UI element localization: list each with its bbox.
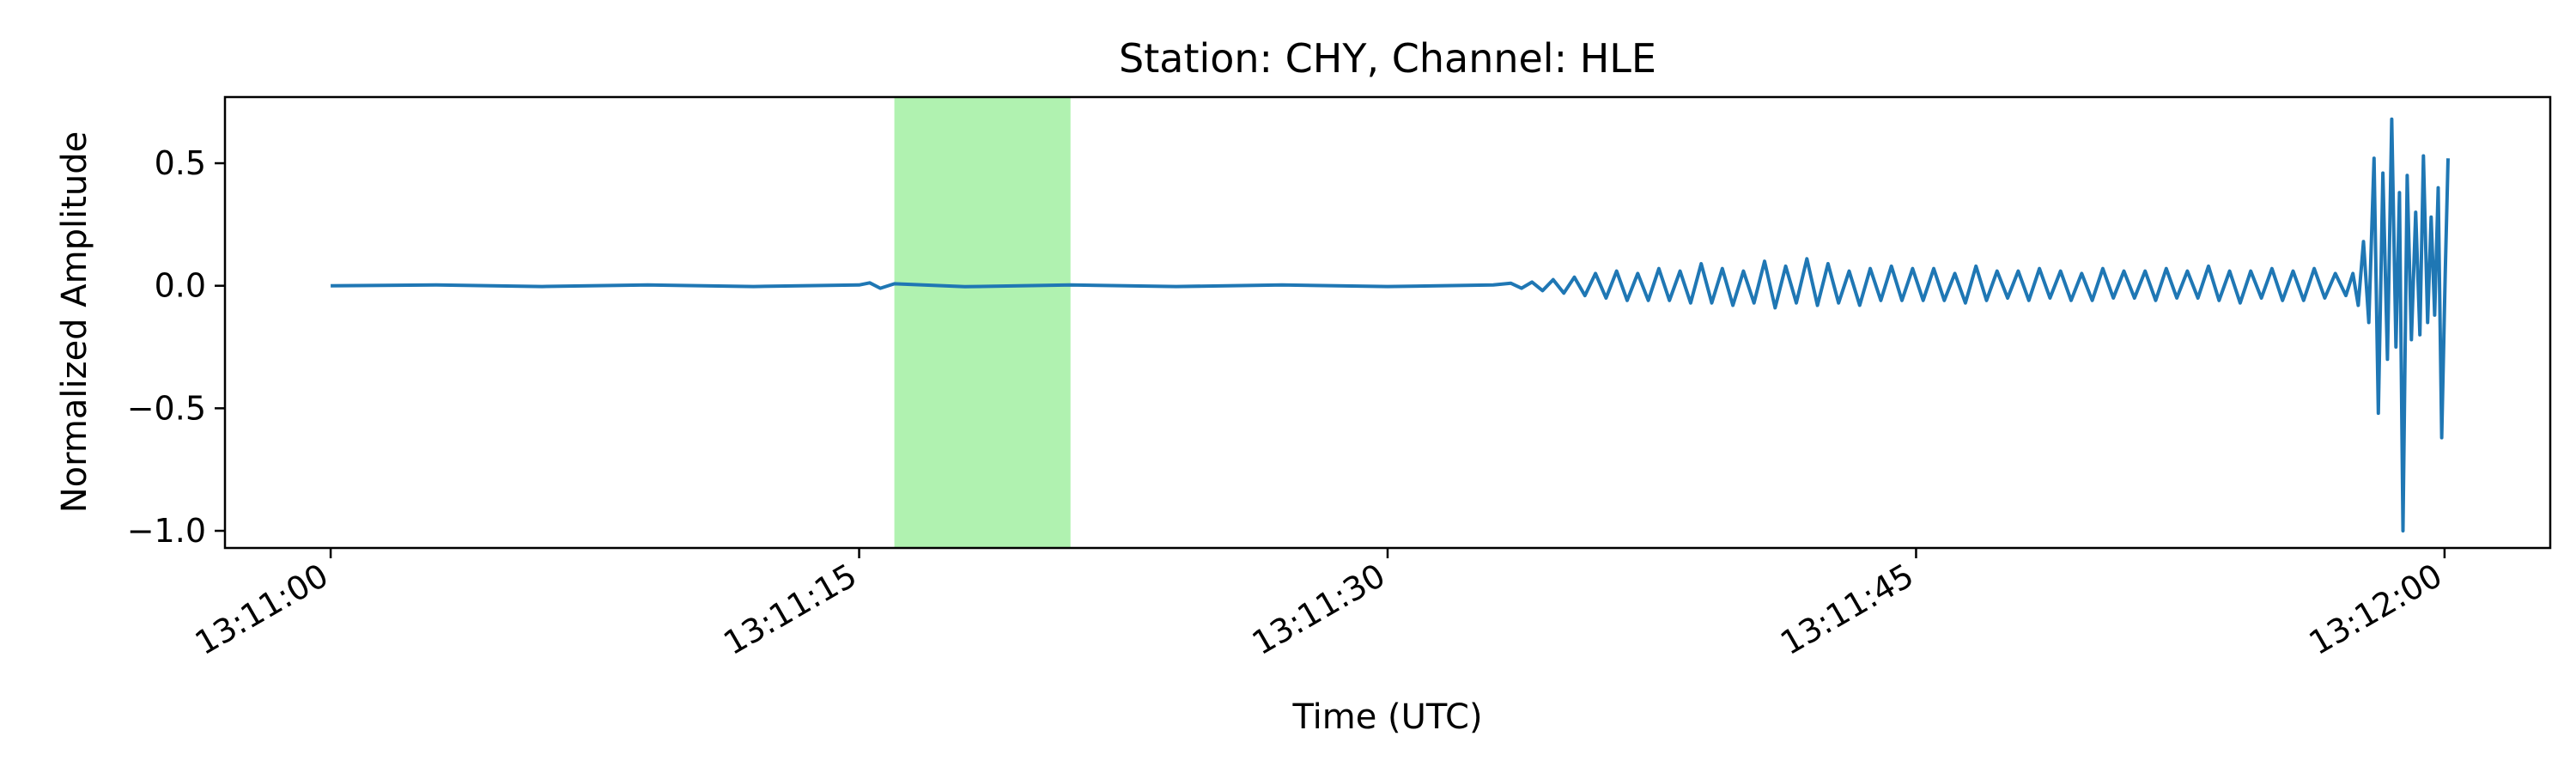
waveform-line-0: [331, 117, 2450, 533]
plot-frame: [223, 95, 2552, 550]
x-tick-label-0: 13:11:00: [189, 557, 335, 662]
y-tick-label-0: 0.5: [155, 144, 206, 182]
y-axis-label: Normalized Amplitude: [55, 131, 94, 514]
x-tick-label-2: 13:11:30: [1246, 557, 1392, 662]
x-tick-label-3: 13:11:45: [1774, 557, 1920, 662]
highlight-window: [894, 97, 1071, 548]
plot-area: 13:11:00 13:11:15 13:11:30 13:11:45 13:12:00…: [127, 95, 2552, 662]
chart-title: Station: CHY, Channel: HLE: [1119, 35, 1656, 82]
y-tick-label-3: −1.0: [127, 512, 206, 550]
x-tick-label-1: 13:11:15: [717, 557, 863, 662]
x-tick-label-4: 13:12:00: [2303, 557, 2449, 662]
y-tick-label-2: −0.5: [127, 389, 206, 427]
x-axis-label: Time (UTC): [1291, 697, 1482, 737]
y-tick-label-1: 0.0: [155, 267, 206, 305]
